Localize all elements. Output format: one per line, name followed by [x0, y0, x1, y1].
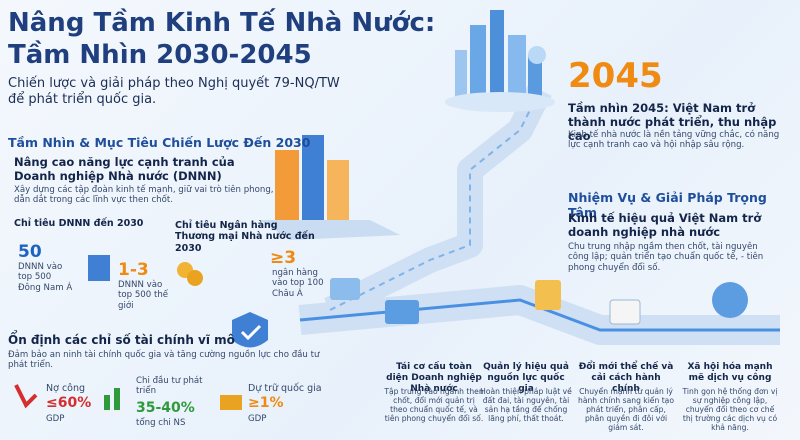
soe-buildings: [260, 135, 400, 240]
target-text: ngân hàng vào top 100 Châu Á: [272, 268, 324, 299]
year: 2045: [568, 56, 663, 96]
city: [445, 10, 555, 112]
metric-label: Chi đầu tư phát triển: [136, 376, 203, 397]
metric-value: 35-40%: [136, 400, 195, 416]
task-title: Xã hội hóa mạnh mẽ dịch vụ công: [687, 362, 773, 383]
task-text: Chuyển mạnh từ quản lý hành chính sang k…: [578, 387, 674, 433]
target-text: DNNN vào top 500 Đông Nam Á: [18, 262, 73, 293]
task-title: Tái cơ cấu toàn diện Doanh nghiệp Nhà nư…: [386, 362, 482, 394]
task-text: Tập trung vào ngành then chốt, đổi mới q…: [384, 387, 484, 424]
task-title: Quản lý hiệu quả nguồn lực quốc gia: [483, 362, 569, 394]
subtitle: Chiến lược và giải pháp theo Nghị quyết …: [8, 76, 340, 107]
metric-unit: tổng chi NS: [136, 418, 186, 428]
section-heading: Nhiệm Vụ & Giải Pháp Trọng Tâm: [568, 190, 767, 220]
description: Xây dựng các tập đoàn kinh tế mạnh, giữ …: [14, 185, 274, 206]
task-text: Hoàn thiện pháp luật về đất đai, tài ngu…: [480, 387, 572, 424]
road: [324, 84, 552, 322]
metric-unit: GDP: [46, 414, 65, 424]
title: Tầm Nhìn 2030-2045: [8, 40, 312, 70]
metric-value: ≤60%: [46, 395, 92, 411]
target-text: DNNN vào top 500 thế giới: [118, 280, 169, 311]
title: Nâng Tầm Kinh Tế Nhà Nước:: [8, 8, 436, 38]
metric-unit: GDP: [248, 414, 267, 424]
section-heading: Tầm Nhìn & Mục Tiêu Chiến Lược Đến 2030: [8, 135, 311, 150]
subheading: Kinh tế hiệu quả Việt Nam trở doanh nghi…: [568, 211, 762, 239]
metric-value: ≥1%: [248, 395, 284, 411]
task-text: Tinh gọn hệ thống đơn vị sự nghiệp công …: [682, 387, 778, 433]
task-title: Đổi mới thể chế và cải cách hành chính: [578, 362, 674, 394]
metric-label: Dự trữ quốc gia: [248, 383, 322, 394]
description: Chu trung nhập ngầm then chốt, tài nguyê…: [568, 242, 764, 273]
metric-label: Nợ công: [46, 383, 86, 394]
target-value: 50: [18, 242, 42, 262]
section-heading: Ổn định các chỉ số tài chính vĩ mô: [8, 333, 235, 347]
subheading: Tầm nhìn 2045: Việt Nam trở thành nước p…: [568, 101, 777, 143]
target-value: ≥3: [270, 248, 297, 268]
target-label: Chỉ tiêu DNNN đến 2030: [14, 218, 144, 229]
description: Đảm bảo an ninh tài chính quốc gia và tă…: [8, 350, 320, 371]
target-label: Chỉ tiêu Ngân hàng Thương mại Nhà nước đ…: [175, 220, 315, 254]
target-value: 1-3: [118, 260, 149, 280]
description: Kinh tế nhà nước là nền tảng vững chắc, …: [568, 130, 780, 151]
icons: [14, 255, 748, 410]
subheading: Nâng cao năng lực cạnh tranh của Doanh n…: [14, 155, 235, 183]
road-line: [329, 89, 541, 311]
